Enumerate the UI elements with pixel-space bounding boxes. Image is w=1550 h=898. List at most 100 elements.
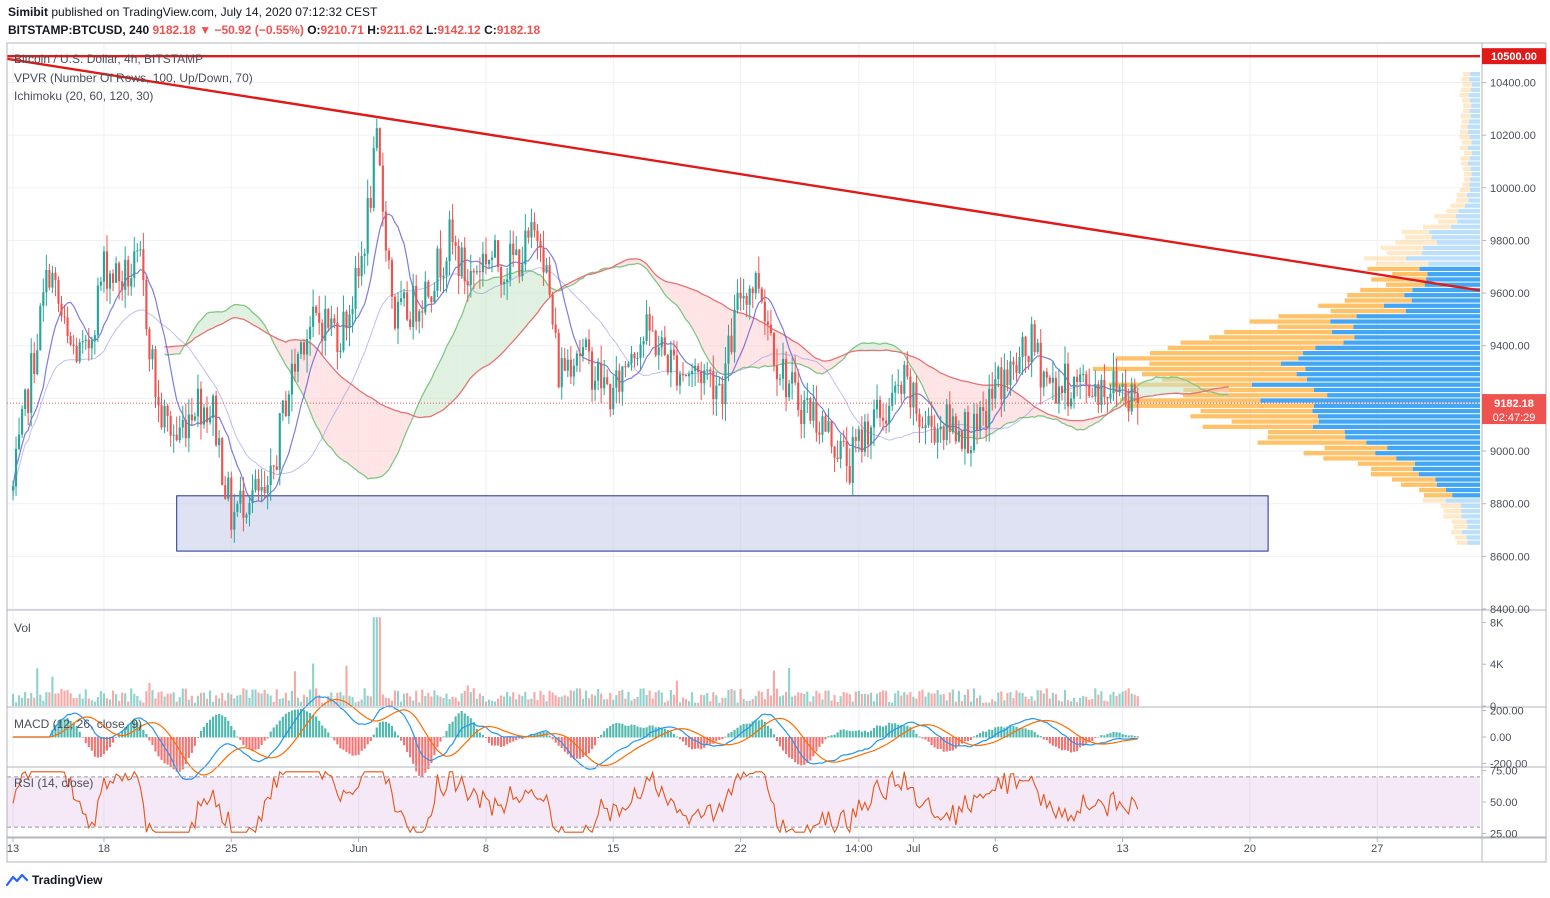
- candle-body: [60, 303, 63, 317]
- candle-body: [1103, 379, 1106, 397]
- macd-histogram-bar: [509, 737, 512, 743]
- kumo-segment: [922, 361, 926, 394]
- support-zone: [176, 495, 1269, 552]
- vp-up-bar: [1469, 156, 1480, 161]
- vp-down-bar: [1257, 440, 1367, 445]
- kumo-segment: [173, 345, 177, 355]
- author-name[interactable]: Simibit: [8, 5, 49, 19]
- macd-histogram-bar: [412, 737, 415, 764]
- volume-bar: [1036, 690, 1039, 706]
- volume-bar: [403, 693, 406, 706]
- legend-rsi[interactable]: RSI (14, close): [14, 776, 94, 790]
- macd-histogram-bar: [90, 737, 93, 751]
- vp-down-bar: [1404, 235, 1432, 240]
- volume-bar: [1015, 690, 1018, 706]
- macd-histogram-bar: [430, 737, 433, 764]
- macd-histogram-bar: [421, 737, 424, 777]
- candle-body: [906, 364, 909, 377]
- macd-histogram-bar: [351, 737, 354, 756]
- candle-body: [215, 395, 218, 446]
- volume-bar: [575, 688, 578, 706]
- candle-body: [1060, 386, 1064, 393]
- candle-body: [130, 278, 133, 287]
- kumo-segment: [485, 279, 489, 367]
- candle-body: [709, 369, 712, 372]
- candle-body: [933, 426, 936, 443]
- candle-body: [302, 342, 306, 355]
- volume-bar: [124, 693, 127, 706]
- macd-histogram-bar: [600, 734, 603, 738]
- volume-bar: [803, 693, 806, 706]
- volume-bar: [1073, 697, 1076, 706]
- vp-down-bar: [1455, 535, 1467, 540]
- macd-histogram-bar: [63, 719, 66, 738]
- macd-histogram-bar: [221, 715, 224, 738]
- legend-macd[interactable]: MACD (12, 26, close, 9): [14, 717, 143, 731]
- kumo-segment: [795, 341, 799, 364]
- legend-ichimoku[interactable]: Ichimoku (20, 60, 120, 30): [14, 89, 154, 103]
- candle-body: [769, 324, 772, 334]
- macd-histogram-bar: [788, 737, 791, 758]
- macd-histogram-bar: [345, 737, 348, 752]
- volume-bar: [642, 688, 645, 706]
- legend-vol[interactable]: Vol: [14, 621, 31, 635]
- candle-body: [403, 292, 406, 299]
- candle-body: [575, 353, 578, 366]
- brand-name: TradingView: [32, 873, 103, 887]
- volume-bar: [1060, 701, 1064, 706]
- price-tick-label: 9400.00: [1490, 341, 1530, 353]
- macd-histogram-bar: [515, 737, 518, 741]
- candle-body: [875, 399, 879, 410]
- kumo-segment: [858, 343, 862, 351]
- macd-histogram-bar: [212, 716, 215, 738]
- volume-bar: [396, 690, 400, 706]
- volume-bar: [321, 702, 324, 706]
- volume-bar: [205, 698, 209, 706]
- macd-histogram-bar: [427, 737, 430, 770]
- macd-histogram-bar: [1079, 737, 1082, 748]
- macd-histogram-bar: [1130, 735, 1133, 738]
- volume-bar: [1048, 698, 1051, 706]
- candle-body: [691, 371, 694, 375]
- kumo-segment: [349, 383, 353, 468]
- kumo-segment: [1155, 376, 1159, 395]
- volume-bar: [160, 691, 163, 706]
- rsi-line: [12, 770, 1139, 834]
- macd-histogram-bar: [381, 721, 384, 738]
- vp-down-bar: [1150, 351, 1303, 356]
- volume-bar: [597, 689, 600, 706]
- volume-bar: [639, 688, 642, 706]
- candle-body: [460, 247, 463, 276]
- low-label: L:: [426, 23, 438, 37]
- kumo-segment: [813, 356, 817, 373]
- volume-bar: [445, 693, 448, 706]
- volume-bar: [187, 699, 190, 706]
- macd-histogram-bar: [609, 726, 612, 738]
- candle-body: [439, 248, 442, 278]
- macd-histogram-bar: [830, 735, 833, 738]
- kumo-segment: [758, 320, 762, 369]
- grid-lines: [7, 43, 1480, 838]
- candle-body: [857, 429, 860, 441]
- kumo-segment: [461, 307, 465, 392]
- macd-histogram-bar: [712, 737, 715, 744]
- candle-body: [433, 290, 436, 303]
- volume-bar: [172, 692, 175, 706]
- candle-body: [985, 410, 988, 428]
- volume-bar: [672, 694, 675, 706]
- macd-histogram-bar: [824, 737, 827, 740]
- legend-vpvr[interactable]: VPVR (Number Of Rows, 100, Up/Down, 70): [14, 71, 253, 85]
- kumo-segment: [958, 379, 962, 437]
- candle-body: [481, 253, 484, 273]
- kumo-segment: [710, 297, 714, 367]
- macd-histogram-bar: [454, 716, 457, 738]
- tradingview-logo[interactable]: TradingView: [6, 872, 102, 888]
- candle-body: [281, 400, 284, 414]
- volume-bar: [748, 700, 751, 706]
- volume-bar: [105, 698, 109, 706]
- macd-histogram-bar: [836, 732, 839, 738]
- macd-histogram-bar: [51, 729, 54, 738]
- symbol-name[interactable]: BITSTAMP:BTCUSD, 240: [8, 23, 150, 37]
- legend-title[interactable]: Bitcoin / U.S. Dollar, 4h, BITSTAMP: [14, 52, 204, 66]
- candle-body: [597, 362, 600, 381]
